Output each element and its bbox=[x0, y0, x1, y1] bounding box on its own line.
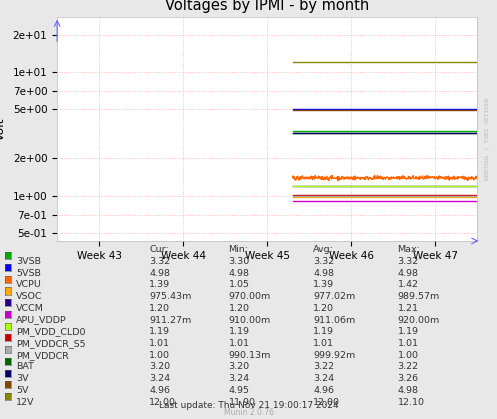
Text: Last update: Thu Nov 21 19:00:17 2024: Last update: Thu Nov 21 19:00:17 2024 bbox=[159, 401, 338, 410]
Text: 4.98: 4.98 bbox=[313, 269, 334, 277]
Text: PM_VDDCR: PM_VDDCR bbox=[16, 351, 69, 360]
Text: 4.96: 4.96 bbox=[149, 386, 170, 395]
Text: 920.00m: 920.00m bbox=[398, 316, 440, 324]
Text: 1.19: 1.19 bbox=[149, 327, 170, 336]
Text: Munin 2.0.76: Munin 2.0.76 bbox=[224, 409, 273, 417]
Text: 1.39: 1.39 bbox=[149, 280, 170, 289]
Text: 5V: 5V bbox=[16, 386, 28, 395]
Y-axis label: Volt: Volt bbox=[0, 117, 7, 141]
Text: 12.10: 12.10 bbox=[398, 398, 424, 406]
Text: 3.22: 3.22 bbox=[398, 362, 419, 371]
Text: 1.01: 1.01 bbox=[398, 339, 418, 348]
Text: 12V: 12V bbox=[16, 398, 34, 406]
Text: 12.00: 12.00 bbox=[313, 398, 340, 406]
Text: 911.06m: 911.06m bbox=[313, 316, 355, 324]
Text: 1.42: 1.42 bbox=[398, 280, 418, 289]
Text: 3.24: 3.24 bbox=[229, 374, 250, 383]
Text: 3VSB: 3VSB bbox=[16, 257, 41, 266]
Text: 1.01: 1.01 bbox=[313, 339, 334, 348]
Text: 3.26: 3.26 bbox=[398, 374, 419, 383]
Text: Max:: Max: bbox=[398, 245, 420, 254]
Text: 1.20: 1.20 bbox=[149, 304, 170, 313]
Text: 1.19: 1.19 bbox=[313, 327, 334, 336]
Text: 1.21: 1.21 bbox=[398, 304, 418, 313]
Text: 999.92m: 999.92m bbox=[313, 351, 355, 360]
Text: 990.13m: 990.13m bbox=[229, 351, 271, 360]
Text: 1.19: 1.19 bbox=[229, 327, 249, 336]
Text: 3.22: 3.22 bbox=[313, 362, 334, 371]
Text: 4.95: 4.95 bbox=[229, 386, 249, 395]
Text: 1.01: 1.01 bbox=[229, 339, 249, 348]
Text: Min:: Min: bbox=[229, 245, 248, 254]
Text: PM_VDD_CLD0: PM_VDD_CLD0 bbox=[16, 327, 85, 336]
Text: 1.39: 1.39 bbox=[313, 280, 334, 289]
Text: 1.00: 1.00 bbox=[149, 351, 170, 360]
Text: PM_VDDCR_S5: PM_VDDCR_S5 bbox=[16, 339, 85, 348]
Text: 3.32: 3.32 bbox=[149, 257, 170, 266]
Text: 11.90: 11.90 bbox=[229, 398, 255, 406]
Text: BAT: BAT bbox=[16, 362, 34, 371]
Text: 1.01: 1.01 bbox=[149, 339, 170, 348]
Text: Cur:: Cur: bbox=[149, 245, 169, 254]
Text: 4.96: 4.96 bbox=[313, 386, 334, 395]
Text: 1.20: 1.20 bbox=[313, 304, 334, 313]
Title: Voltages by IPMI - by month: Voltages by IPMI - by month bbox=[165, 0, 369, 13]
Text: 1.20: 1.20 bbox=[229, 304, 249, 313]
Text: 989.57m: 989.57m bbox=[398, 292, 440, 301]
Text: 3.20: 3.20 bbox=[229, 362, 250, 371]
Text: 3.30: 3.30 bbox=[229, 257, 250, 266]
Text: 4.98: 4.98 bbox=[398, 269, 418, 277]
Text: 970.00m: 970.00m bbox=[229, 292, 271, 301]
Text: 1.00: 1.00 bbox=[398, 351, 418, 360]
Text: VCCM: VCCM bbox=[16, 304, 44, 313]
Text: APU_VDDP: APU_VDDP bbox=[16, 316, 67, 324]
Text: 3.20: 3.20 bbox=[149, 362, 170, 371]
Text: 3.24: 3.24 bbox=[313, 374, 334, 383]
Text: 911.27m: 911.27m bbox=[149, 316, 191, 324]
Text: 12.00: 12.00 bbox=[149, 398, 176, 406]
Text: RRDTOOL / TOBI OETIKER: RRDTOOL / TOBI OETIKER bbox=[485, 97, 490, 179]
Text: 5VSB: 5VSB bbox=[16, 269, 41, 277]
Text: 1.05: 1.05 bbox=[229, 280, 249, 289]
Text: 975.43m: 975.43m bbox=[149, 292, 191, 301]
Text: 4.98: 4.98 bbox=[149, 269, 170, 277]
Text: 4.98: 4.98 bbox=[398, 386, 418, 395]
Text: 3V: 3V bbox=[16, 374, 28, 383]
Text: VSOC: VSOC bbox=[16, 292, 42, 301]
Text: Avg:: Avg: bbox=[313, 245, 334, 254]
Text: VCPU: VCPU bbox=[16, 280, 42, 289]
Text: 3.24: 3.24 bbox=[149, 374, 170, 383]
Text: 3.32: 3.32 bbox=[398, 257, 419, 266]
Text: 4.98: 4.98 bbox=[229, 269, 249, 277]
Text: 977.02m: 977.02m bbox=[313, 292, 355, 301]
Text: 3.32: 3.32 bbox=[313, 257, 334, 266]
Text: 910.00m: 910.00m bbox=[229, 316, 271, 324]
Text: 1.19: 1.19 bbox=[398, 327, 418, 336]
